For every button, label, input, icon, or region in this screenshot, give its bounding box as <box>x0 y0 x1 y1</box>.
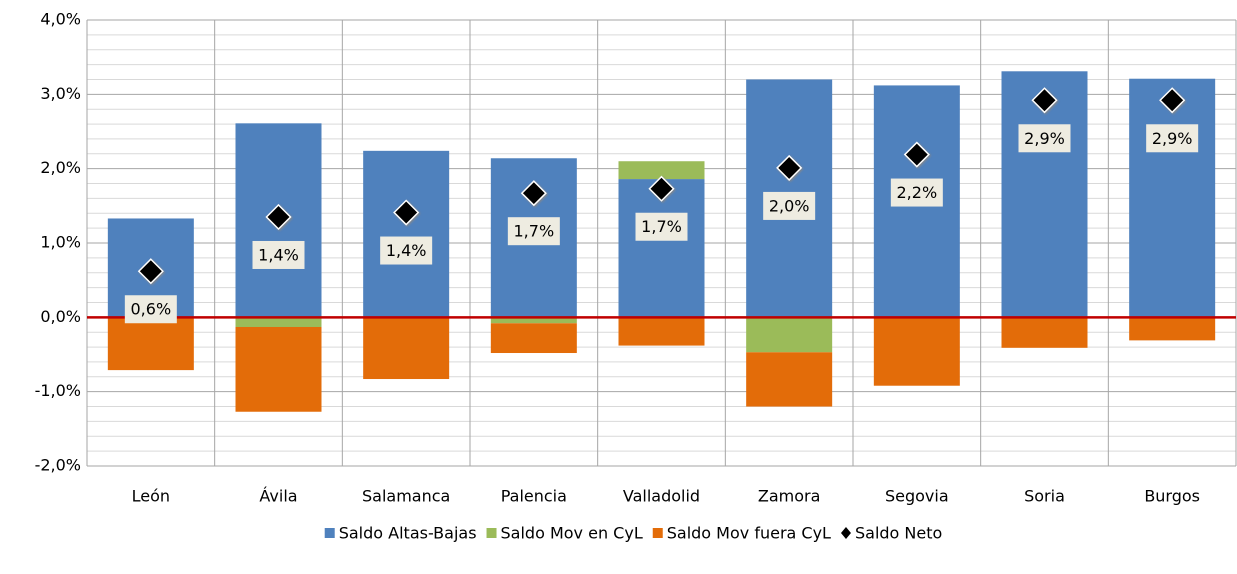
bar <box>490 323 577 354</box>
legend-marker <box>840 527 851 539</box>
bar <box>363 317 450 380</box>
bar <box>746 352 833 407</box>
data-label: 2,9% <box>1024 129 1065 148</box>
data-label: 1,4% <box>386 241 427 260</box>
data-label-box <box>890 178 943 207</box>
diamond-marker <box>137 258 164 285</box>
data-label-box <box>1146 124 1199 153</box>
bar <box>873 317 960 386</box>
y-tick-label: 2,0% <box>40 158 81 177</box>
diamond-marker <box>903 141 930 168</box>
legend-label: Saldo Altas-Bajas <box>339 524 477 543</box>
diamond-marker <box>520 180 547 207</box>
bar <box>618 179 705 318</box>
bar <box>235 317 322 327</box>
x-tick-label: Burgos <box>1144 487 1200 506</box>
legend-label: Saldo Mov fuera CyL <box>667 524 831 543</box>
legend-label: Saldo Neto <box>855 524 942 543</box>
x-tick-label: Salamanca <box>362 487 450 506</box>
diamond-marker <box>648 175 675 202</box>
data-label: 1,7% <box>514 222 555 241</box>
data-label-box <box>1018 124 1071 153</box>
data-label-box <box>763 191 816 220</box>
diamond-marker <box>1159 87 1186 114</box>
x-tick-label: Valladolid <box>623 487 700 506</box>
bar <box>618 317 705 346</box>
x-tick-label: León <box>132 487 170 506</box>
bar <box>1129 317 1216 341</box>
data-label: 0,6% <box>131 300 172 319</box>
data-label-box <box>124 295 177 324</box>
diamond-marker <box>393 199 420 226</box>
bar <box>363 150 450 318</box>
x-tick-label: Segovia <box>885 487 949 506</box>
bar <box>107 317 194 371</box>
y-tick-label: 0,0% <box>40 307 81 326</box>
legend-marker <box>486 528 497 538</box>
diamond-marker <box>265 203 292 231</box>
bar <box>490 317 577 324</box>
data-label-box <box>380 236 433 265</box>
legend: Saldo Altas-Bajas Saldo Mov en CyL Saldo M… <box>324 524 942 543</box>
legend-marker <box>652 528 663 538</box>
data-label: 2,2% <box>897 183 938 202</box>
data-label: 2,9% <box>1152 129 1193 148</box>
data-label-box <box>252 240 305 269</box>
data-label: 1,4% <box>258 245 299 264</box>
x-tick-label: Ávila <box>259 487 297 506</box>
x-tick-label: Soria <box>1024 487 1065 506</box>
y-tick-label: -2,0% <box>35 456 81 475</box>
x-tick-label: Palencia <box>501 487 567 506</box>
bar <box>235 326 322 412</box>
x-tick-label: Zamora <box>758 487 821 506</box>
bar <box>618 161 705 180</box>
bar <box>1001 317 1088 348</box>
legend-label: Saldo Mov en CyL <box>501 524 643 543</box>
data-label-box <box>507 217 560 246</box>
data-label-box <box>635 212 688 241</box>
y-tick-label: 1,0% <box>40 233 81 252</box>
y-tick-label: 3,0% <box>40 84 81 103</box>
legend-marker <box>324 528 335 538</box>
data-label: 1,7% <box>641 217 682 236</box>
y-tick-label: -1,0% <box>35 381 81 400</box>
diamond-marker <box>1031 87 1058 114</box>
bar <box>1129 78 1216 318</box>
diamond-marker <box>776 154 803 181</box>
bar <box>746 317 833 353</box>
data-label: 2,0% <box>769 196 810 215</box>
y-tick-label: 4,0% <box>40 10 81 29</box>
